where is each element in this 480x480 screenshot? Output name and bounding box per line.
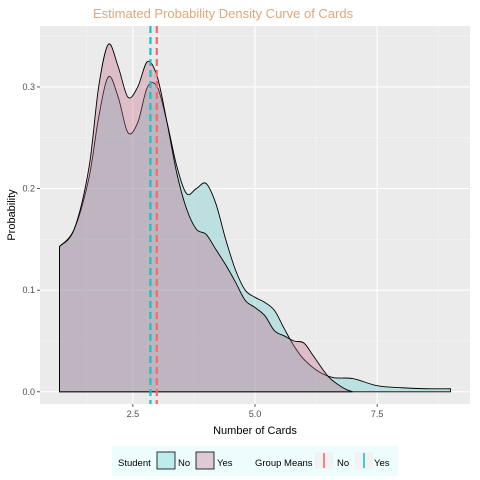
x-axis-ticks: 2.5 5.0 7.5 [127, 404, 384, 419]
legend-mean-label-no: No [337, 458, 349, 469]
y-tick-label: 0.2 [22, 184, 35, 194]
legend-key-no [156, 451, 176, 470]
x-tick-label: 7.5 [371, 409, 384, 419]
x-axis-title: Number of Cards [213, 425, 297, 437]
legend-label-no: No [178, 458, 190, 469]
legend: Student No Yes Group Means No Yes [112, 446, 398, 476]
y-axis-title: Probability [6, 189, 18, 241]
legend-mean-label-yes: Yes [374, 458, 390, 469]
legend-background [112, 446, 398, 476]
legend-label-yes: Yes [217, 458, 233, 469]
y-tick-label: 0.1 [22, 285, 35, 295]
grid-lines [40, 26, 470, 404]
legend-key-yes [195, 451, 215, 470]
x-tick-label: 5.0 [249, 409, 262, 419]
x-tick-label: 2.5 [127, 409, 140, 419]
density-area-yes [59, 43, 353, 393]
legend-mean-title: Group Means [255, 458, 313, 469]
y-tick-label: 0.3 [22, 82, 35, 92]
legend-fill-title: Student [118, 458, 151, 469]
y-tick-label: 0.0 [22, 387, 35, 397]
y-axis-ticks: 0.0 0.1 0.2 0.3 [22, 82, 40, 397]
chart-title: Estimated Probability Density Curve of C… [93, 6, 354, 21]
mean-lines [149, 26, 158, 404]
